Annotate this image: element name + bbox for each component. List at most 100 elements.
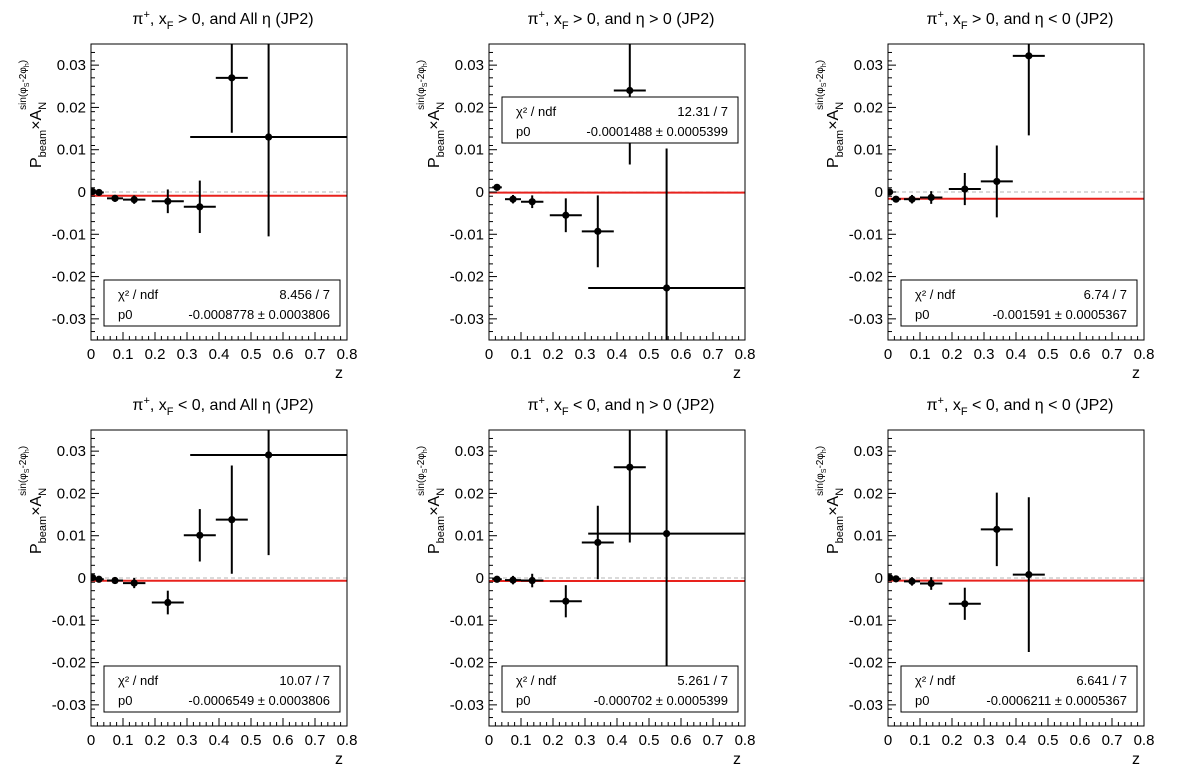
ylabel-h-sub: h — [422, 449, 429, 453]
data-point-3 — [107, 576, 123, 585]
title-particle: π — [132, 11, 143, 28]
y-tick-label: 0.03 — [57, 443, 86, 460]
ylabel-sin-sup: sin(φ — [18, 87, 29, 110]
ylabel-s-sub: S — [24, 82, 31, 87]
fit-stats-box: χ² / ndf 6.74 / 7 p0 -0.001591 ± 0.0005367 — [900, 279, 1138, 327]
data-point-7 — [1012, 44, 1045, 136]
title-particle: π — [927, 397, 938, 414]
data-point-2 — [505, 575, 521, 585]
title-particle: π — [927, 11, 938, 28]
chi2-label: χ² / ndf — [118, 287, 158, 302]
data-points — [492, 44, 745, 340]
data-point-3 — [521, 573, 544, 588]
chi2-label: χ² / ndf — [516, 104, 556, 119]
data-marker — [908, 577, 916, 585]
p0-label: p0 — [915, 693, 929, 708]
x-tick-label: 0.8 — [735, 732, 756, 749]
data-point-7 — [588, 430, 745, 673]
ylabel-minus: -2φ — [416, 67, 427, 83]
y-tick-label: 0 — [875, 184, 883, 201]
data-marker — [493, 183, 501, 191]
x-tick-label: 0.8 — [337, 732, 358, 749]
stats-box-frame — [501, 665, 739, 713]
ylabel-s-sub: S — [821, 82, 828, 87]
chart-title: π+, xF < 0, and η > 0 (JP2) — [528, 395, 715, 418]
title-separator: , — [150, 397, 159, 414]
chart-title: π+, xF > 0, and All η (JP2) — [132, 9, 313, 32]
ylabel-sin-sup: sin(φ — [416, 87, 427, 110]
title-variable: x — [554, 11, 562, 28]
chart-panel-1: π+, xF > 0, and All η (JP2) Pbeam×ANsin(φ… — [18, 9, 357, 382]
data-marker — [892, 195, 900, 203]
chi2-value: 6.74 / 7 — [1084, 287, 1127, 302]
title-separator: , — [944, 397, 953, 414]
data-marker — [562, 597, 570, 605]
chi2-label: χ² / ndf — [118, 673, 158, 688]
x-tick-label: 0.1 — [511, 732, 532, 749]
y-tick-label: 0 — [875, 570, 883, 587]
x-axis-label: z — [335, 365, 343, 382]
y-tick-label: -0.01 — [52, 612, 86, 629]
ylabel-s-sub: S — [24, 468, 31, 473]
x-tick-label: 0.3 — [575, 346, 596, 363]
y-tick-label: 0.02 — [854, 99, 883, 116]
x-tick-label: 0 — [884, 732, 892, 749]
x-tick-label: 0.4 — [1006, 346, 1027, 363]
data-point-4 — [549, 198, 582, 233]
y-tick-label: -0.01 — [52, 226, 86, 243]
data-point-3 — [904, 194, 920, 204]
ylabel-close: ) — [815, 60, 826, 63]
title-rest: < 0, and All η (JP2) — [174, 397, 314, 414]
chi2-label: χ² / ndf — [516, 673, 556, 688]
ylabel-beam-sub: beam — [435, 130, 447, 158]
chi2-label: χ² / ndf — [915, 673, 955, 688]
x-tick-label: 0.2 — [543, 732, 564, 749]
chart-title: π+, xF < 0, and η < 0 (JP2) — [927, 395, 1114, 418]
x-tick-label: 0 — [485, 732, 493, 749]
data-point-2 — [94, 575, 104, 583]
ylabel-times: ×A — [28, 109, 45, 129]
data-points — [91, 44, 347, 237]
chi2-label: χ² / ndf — [915, 287, 955, 302]
data-point-2 — [891, 575, 901, 583]
chart-panel-4: π+, xF < 0, and All η (JP2) Pbeam×ANsin(φ… — [18, 395, 358, 768]
fit-stats-box: χ² / ndf 10.07 / 7 p0 -0.0006549 ± 0.000380… — [103, 665, 341, 713]
data-point-5 — [581, 505, 614, 580]
title-separator: , — [944, 11, 953, 28]
y-tick-label: 0.02 — [455, 485, 484, 502]
y-tick-label: 0.01 — [455, 528, 484, 545]
data-point-6 — [183, 509, 216, 562]
y-axis-label: Pbeam×ANsin(φS-2φh) — [18, 446, 49, 554]
title-separator: , — [545, 11, 554, 28]
data-marker — [562, 211, 570, 219]
stats-box-frame — [103, 665, 341, 713]
data-marker — [1025, 52, 1033, 60]
data-marker — [164, 598, 172, 607]
data-marker — [961, 600, 969, 608]
x-tick-label: 0.7 — [305, 732, 326, 749]
y-axis-label: Pbeam×ANsin(φS-2φh) — [815, 446, 846, 554]
data-point-5 — [581, 195, 614, 268]
x-tick-label: 0 — [884, 346, 892, 363]
data-marker — [196, 203, 204, 211]
x-axis-label: z — [335, 751, 343, 768]
p0-label: p0 — [516, 693, 530, 708]
x-tick-label: 0.1 — [113, 346, 134, 363]
y-tick-label: 0.03 — [854, 443, 883, 460]
data-marker — [927, 193, 935, 202]
x-tick-label: 0.6 — [671, 346, 692, 363]
ylabel-minus: -2φ — [815, 453, 826, 469]
ylabel-minus: -2φ — [18, 67, 29, 83]
x-tick-label: 0.4 — [607, 346, 628, 363]
title-variable-sub: F — [167, 406, 174, 418]
ylabel-h-sub: h — [24, 449, 31, 453]
title-variable: x — [159, 11, 167, 28]
y-tick-label: 0 — [476, 184, 484, 201]
fit-stats-box: χ² / ndf 12.31 / 7 p0 -0.0001488 ± 0.000539… — [501, 96, 739, 144]
data-marker — [528, 576, 536, 585]
data-point-4 — [920, 191, 943, 204]
y-tick-label: 0.02 — [854, 485, 883, 502]
data-point-2 — [891, 195, 901, 203]
x-tick-label: 0.1 — [910, 732, 931, 749]
